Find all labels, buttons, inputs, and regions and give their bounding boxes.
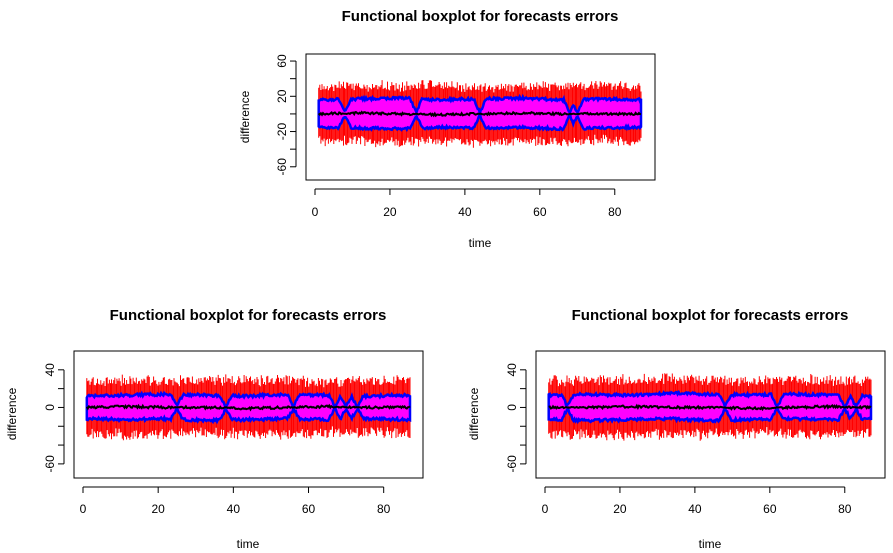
x-tick-label: 80 bbox=[838, 502, 852, 516]
y-tick-label: -20 bbox=[275, 123, 289, 141]
y-tick-label: 0 bbox=[43, 404, 57, 411]
x-axis-label: time bbox=[699, 537, 722, 551]
x-axis: 0 20 40 60 80 bbox=[542, 486, 852, 516]
y-tick-label: 40 bbox=[505, 363, 519, 377]
y-axis-label: difference bbox=[5, 387, 19, 440]
x-tick-label: 0 bbox=[80, 502, 87, 516]
plot-marks bbox=[547, 373, 873, 441]
x-axis-label: time bbox=[237, 537, 260, 551]
chart-panel-bottom-left: Functional boxplot for forecasts errors … bbox=[5, 307, 424, 551]
y-tick-label: 0 bbox=[505, 404, 519, 411]
y-tick-label: 40 bbox=[43, 363, 57, 377]
chart-panel-bottom-right: Functional boxplot for forecasts errors … bbox=[467, 307, 886, 551]
outer-envelope-series bbox=[548, 373, 872, 441]
x-tick-label: 80 bbox=[608, 205, 622, 219]
x-axis: 0 20 40 60 80 bbox=[80, 486, 391, 516]
plot-frame bbox=[305, 53, 656, 181]
plot-frame bbox=[535, 350, 886, 479]
plot-marks bbox=[317, 80, 643, 148]
x-tick-label: 60 bbox=[533, 205, 547, 219]
median-line bbox=[85, 403, 411, 412]
x-tick-label: 0 bbox=[542, 502, 549, 516]
y-axis: 60 20 -20 -60 bbox=[275, 54, 297, 176]
y-axis-label: difference bbox=[238, 90, 252, 143]
x-tick-label: 20 bbox=[151, 502, 165, 516]
y-tick-label: 60 bbox=[275, 54, 289, 68]
x-tick-label: 40 bbox=[227, 502, 241, 516]
chart-title: Functional boxplot for forecasts errors bbox=[572, 307, 849, 324]
x-tick-label: 40 bbox=[688, 502, 702, 516]
median-line bbox=[317, 110, 642, 118]
x-tick-label: 60 bbox=[763, 502, 777, 516]
chart-title: Functional boxplot for forecasts errors bbox=[342, 8, 619, 25]
x-tick-label: 60 bbox=[302, 502, 316, 516]
chart-panel-top: Functional boxplot for forecasts errors … bbox=[238, 8, 656, 250]
outer-envelope-series bbox=[86, 374, 411, 441]
y-tick-label: -60 bbox=[275, 158, 289, 176]
median-line bbox=[548, 403, 872, 412]
x-tick-label: 20 bbox=[383, 205, 397, 219]
outer-envelope-series bbox=[318, 80, 642, 148]
plot-marks bbox=[85, 374, 412, 441]
y-axis: 40 0 -60 bbox=[43, 363, 65, 473]
y-tick-label: 20 bbox=[275, 89, 289, 103]
x-tick-label: 40 bbox=[458, 205, 472, 219]
x-tick-label: 0 bbox=[312, 205, 319, 219]
x-tick-label: 80 bbox=[377, 502, 391, 516]
x-tick-label: 20 bbox=[613, 502, 627, 516]
chart-title: Functional boxplot for forecasts errors bbox=[110, 307, 387, 324]
plot-frame bbox=[73, 350, 424, 479]
y-tick-label: -60 bbox=[43, 455, 57, 473]
x-axis-label: time bbox=[469, 236, 492, 250]
y-axis: 40 0 -60 bbox=[505, 363, 527, 473]
x-axis: 0 20 40 60 80 bbox=[312, 188, 622, 219]
y-tick-label: -60 bbox=[505, 455, 519, 473]
y-axis-label: difference bbox=[467, 387, 481, 440]
